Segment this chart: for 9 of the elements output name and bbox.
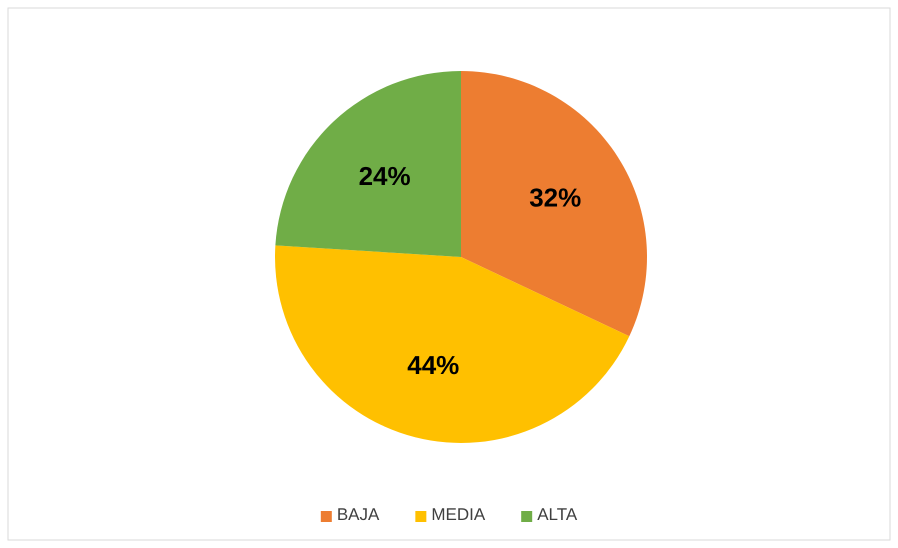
legend-label: ALTA	[537, 505, 578, 524]
pie-slice	[275, 71, 461, 257]
pie-slice	[275, 245, 630, 443]
legend-label: MEDIA	[431, 505, 486, 524]
pie-slice	[461, 71, 647, 336]
legend-label: BAJA	[336, 505, 380, 524]
data-label: 32%	[529, 182, 582, 212]
data-label: 24%	[358, 160, 411, 191]
data-label: 44%	[407, 350, 460, 380]
